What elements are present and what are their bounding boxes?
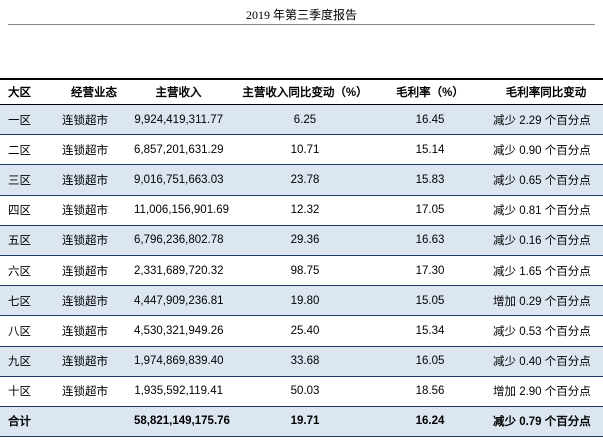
column-header: 大区 — [0, 78, 50, 105]
total-cell — [50, 406, 130, 438]
table-row: 九区 连锁超市 1,974,869,839.40 33.68 16.05 减少 0.40 … — [0, 346, 603, 377]
table-cell: 15.14 — [375, 134, 485, 166]
table-cell: 16.45 — [375, 104, 485, 136]
table-cell: 1,974,869,839.40 — [130, 346, 235, 377]
table-cell: 增加 2.90 个百分点 — [485, 376, 603, 407]
table-cell: 连锁超市 — [50, 225, 130, 256]
table-cell: 连锁超市 — [50, 376, 130, 407]
table-row: 七区 连锁超市 4,447,909,236.81 19.80 15.05 增加 0.29 … — [0, 285, 603, 317]
table-row: 十区 连锁超市 1,935,592,119.41 50.03 18.56 增加 2.90 … — [0, 376, 603, 407]
column-header: 毛利率（%） — [375, 78, 485, 105]
table-cell: 11,006,156,901.69 — [130, 195, 235, 226]
table-cell: 五区 — [0, 225, 50, 256]
table-row: 五区 连锁超市 6,796,236,802.78 29.36 16.63 减少 0.16 … — [0, 225, 603, 256]
table-cell: 2,331,689,720.32 — [130, 255, 235, 287]
table-body: 一区 连锁超市 9,924,419,311.77 6.25 16.45 减少 2.29 个… — [0, 104, 603, 438]
table-cell: 三区 — [0, 164, 50, 196]
table-cell: 12.32 — [235, 195, 375, 226]
table-cell: 50.03 — [235, 376, 375, 407]
table-cell: 23.78 — [235, 164, 375, 196]
table-cell: 25.40 — [235, 315, 375, 347]
header-row: 大区 经营业态 主营收入 主营收入同比变动（%） 毛利率（%） 毛利率同比变动 — [0, 78, 603, 105]
table-cell: 八区 — [0, 315, 50, 347]
table-cell: 17.05 — [375, 195, 485, 226]
table-cell: 9,924,419,311.77 — [130, 104, 235, 136]
table-cell: 9,016,751,663.03 — [130, 164, 235, 196]
table-cell: 连锁超市 — [50, 134, 130, 166]
total-cell: 减少 0.79 个百分点 — [485, 406, 603, 438]
total-cell: 19.71 — [235, 406, 375, 438]
table-cell: 29.36 — [235, 225, 375, 256]
table-cell: 二区 — [0, 134, 50, 166]
table-cell: 15.05 — [375, 285, 485, 317]
table-row: 二区 连锁超市 6,857,201,631.29 10.71 15.14 减少 0.90 … — [0, 134, 603, 166]
column-header: 经营业态 — [50, 78, 130, 105]
table-cell: 减少 0.16 个百分点 — [485, 225, 603, 256]
table-cell: 七区 — [0, 285, 50, 317]
table-cell: 连锁超市 — [50, 195, 130, 226]
column-header: 主营收入 — [130, 78, 235, 105]
table-cell: 连锁超市 — [50, 164, 130, 196]
table-cell: 18.56 — [375, 376, 485, 407]
table-row: 一区 连锁超市 9,924,419,311.77 6.25 16.45 减少 2.29 个… — [0, 104, 603, 136]
title-rule — [8, 24, 595, 25]
table-cell: 减少 0.53 个百分点 — [485, 315, 603, 347]
table-row: 四区 连锁超市 11,006,156,901.69 12.32 17.05 减少 0.81… — [0, 195, 603, 226]
table-cell: 六区 — [0, 255, 50, 287]
total-cell: 58,821,149,175.76 — [130, 406, 235, 438]
report-table: 大区 经营业态 主营收入 主营收入同比变动（%） 毛利率（%） 毛利率同比变动 一区 连锁超… — [0, 78, 603, 438]
table-cell: 减少 2.29 个百分点 — [485, 104, 603, 136]
total-cell: 16.24 — [375, 406, 485, 438]
table-row: 六区 连锁超市 2,331,689,720.32 98.75 17.30 减少 1.65 … — [0, 255, 603, 287]
table-cell: 减少 1.65 个百分点 — [485, 255, 603, 287]
table-cell: 10.71 — [235, 134, 375, 166]
table-cell: 减少 0.40 个百分点 — [485, 346, 603, 377]
table-cell: 九区 — [0, 346, 50, 377]
table-cell: 4,447,909,236.81 — [130, 285, 235, 317]
total-cell: 合计 — [0, 406, 50, 438]
table-cell: 连锁超市 — [50, 285, 130, 317]
table-cell: 1,935,592,119.41 — [130, 376, 235, 407]
column-header: 主营收入同比变动（%） — [235, 78, 375, 105]
table-cell: 16.05 — [375, 346, 485, 377]
table-row: 八区 连锁超市 4,530,321,949.26 25.40 15.34 减少 0.53 … — [0, 315, 603, 347]
table-cell: 16.63 — [375, 225, 485, 256]
table-cell: 连锁超市 — [50, 255, 130, 287]
total-row: 合计 58,821,149,175.76 19.71 16.24 减少 0.79 个百分… — [0, 406, 603, 438]
table-cell: 15.34 — [375, 315, 485, 347]
table-cell: 十区 — [0, 376, 50, 407]
table-cell: 增加 0.29 个百分点 — [485, 285, 603, 317]
table-cell: 四区 — [0, 195, 50, 226]
table-cell: 17.30 — [375, 255, 485, 287]
table-cell: 19.80 — [235, 285, 375, 317]
table-cell: 连锁超市 — [50, 346, 130, 377]
table-cell: 4,530,321,949.26 — [130, 315, 235, 347]
table-cell: 连锁超市 — [50, 104, 130, 136]
table-cell: 一区 — [0, 104, 50, 136]
table-cell: 98.75 — [235, 255, 375, 287]
table-cell: 连锁超市 — [50, 315, 130, 347]
table-cell: 6,857,201,631.29 — [130, 134, 235, 166]
report-title: 2019 年第三季度报告 — [245, 8, 357, 22]
table-cell: 6,796,236,802.78 — [130, 225, 235, 256]
column-header: 毛利率同比变动 — [485, 78, 603, 105]
table-cell: 6.25 — [235, 104, 375, 136]
table-cell: 减少 0.81 个百分点 — [485, 195, 603, 226]
table-cell: 15.83 — [375, 164, 485, 196]
table-cell: 减少 0.65 个百分点 — [485, 164, 603, 196]
table-cell: 减少 0.90 个百分点 — [485, 134, 603, 166]
table-cell: 33.68 — [235, 346, 375, 377]
table-row: 三区 连锁超市 9,016,751,663.03 23.78 15.83 减少 0.65 … — [0, 164, 603, 196]
